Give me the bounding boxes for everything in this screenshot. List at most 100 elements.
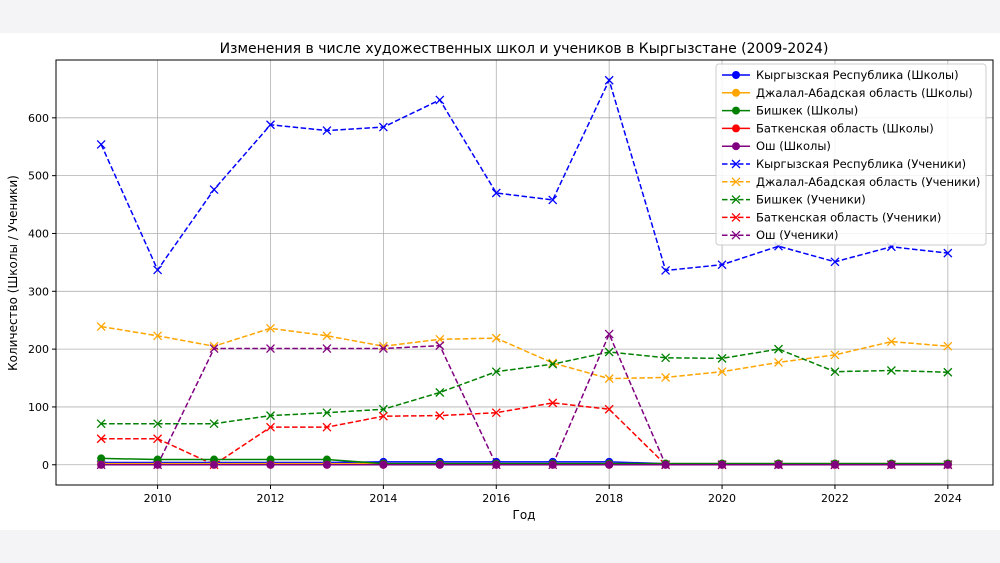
data-point	[491, 333, 501, 343]
legend-item: Джалал-Абадская область (Ученики)	[722, 175, 980, 189]
data-point	[153, 460, 162, 469]
data-point	[97, 454, 106, 463]
x-tick-label: 2020	[708, 492, 736, 505]
line-chart: Изменения в числе художественных школ и …	[6, 41, 994, 522]
chart-title: Изменения в числе художественных школ и …	[220, 41, 829, 57]
legend-item: Ош (Ученики)	[722, 228, 839, 242]
x-tick-label: 2014	[369, 492, 397, 505]
series-5	[96, 75, 953, 275]
data-point	[96, 434, 106, 444]
x-tick-label: 2018	[595, 492, 623, 505]
data-point	[605, 460, 614, 469]
series-line	[101, 457, 948, 465]
data-point	[435, 334, 445, 344]
data-point	[491, 367, 501, 377]
x-tick-label: 2012	[256, 492, 284, 505]
x-tick-label: 2016	[482, 492, 510, 505]
data-point	[322, 422, 332, 432]
y-tick-label: 600	[28, 112, 49, 125]
data-point	[548, 358, 558, 368]
legend-label: Бишкек (Ученики)	[756, 193, 866, 207]
data-point	[732, 71, 740, 79]
y-tick-label: 100	[28, 401, 49, 414]
data-point	[379, 460, 388, 469]
legend-label: Баткенская область (Ученики)	[756, 210, 941, 224]
data-point	[266, 422, 275, 432]
legend-label: Баткенская область (Школы)	[756, 121, 934, 135]
data-point	[209, 185, 219, 194]
legend-label: Ош (Школы)	[756, 139, 831, 153]
data-point	[322, 460, 331, 469]
data-point	[548, 398, 558, 408]
data-point	[830, 257, 840, 267]
data-point	[717, 353, 727, 363]
data-point	[943, 460, 952, 469]
data-point	[210, 460, 219, 469]
legend: Кыргызская Республика (Школы) Джалал-Абад…	[715, 63, 987, 246]
data-point	[717, 367, 727, 377]
legend-item: Ош (Школы)	[722, 139, 831, 153]
y-tick-label: 400	[28, 227, 49, 240]
legend-box	[715, 63, 987, 246]
data-point	[604, 374, 614, 384]
legend-label: Кыргызская Республика (Школы)	[756, 68, 959, 82]
data-point	[661, 372, 671, 382]
data-point	[731, 195, 741, 205]
data-point	[435, 411, 445, 421]
data-point	[774, 344, 783, 354]
legend-item: Кыргызская Республика (Школы)	[722, 68, 959, 82]
y-tick-label: 300	[28, 285, 49, 298]
data-point	[548, 460, 557, 469]
data-point	[322, 408, 332, 418]
data-point	[96, 139, 106, 149]
data-point	[266, 344, 275, 353]
data-point	[661, 353, 671, 363]
data-point	[661, 266, 671, 275]
data-point	[97, 460, 106, 469]
data-point	[943, 248, 953, 258]
data-point	[732, 124, 740, 133]
data-point	[943, 367, 953, 377]
legend-label: Кыргызская Республика (Ученики)	[756, 157, 966, 171]
legend-item: Баткенская область (Ученики)	[722, 210, 941, 224]
series-line	[101, 348, 948, 425]
data-point	[604, 75, 614, 85]
x-tick-label: 2010	[144, 492, 172, 505]
data-point	[732, 142, 740, 151]
data-point	[774, 357, 783, 367]
plot-frame	[55, 59, 994, 486]
series-line	[101, 402, 948, 466]
data-point	[96, 419, 106, 429]
data-point	[435, 341, 445, 351]
legend-label: Джалал-Абадская область (Школы)	[756, 86, 973, 100]
data-point	[322, 126, 332, 136]
data-point	[153, 265, 163, 275]
series-line	[100, 78, 948, 272]
data-point	[378, 404, 388, 414]
data-point	[718, 460, 727, 469]
y-tick-label: 200	[28, 343, 49, 356]
data-point	[153, 331, 163, 341]
data-point	[774, 460, 783, 469]
legend-item: Кыргызская Республика (Ученики)	[722, 157, 966, 171]
data-point	[732, 88, 740, 97]
legend-label: Бишкек (Школы)	[756, 104, 858, 118]
series-7	[96, 344, 953, 429]
data-point	[731, 177, 741, 187]
data-point	[731, 212, 741, 222]
data-point	[378, 411, 388, 421]
data-point	[731, 230, 741, 240]
data-point	[435, 460, 444, 469]
legend-item: Бишкек (Ученики)	[722, 193, 866, 207]
chart-figure: Изменения в числе художественных школ и …	[0, 33, 1000, 530]
data-point	[209, 419, 219, 429]
data-point	[322, 344, 332, 353]
data-point	[378, 122, 388, 132]
data-point	[266, 120, 275, 130]
data-point	[96, 322, 106, 332]
data-point	[886, 337, 896, 347]
legend-label: Ош (Ученики)	[756, 228, 839, 242]
data-point	[943, 341, 953, 351]
series-6	[96, 322, 953, 384]
data-point	[266, 460, 275, 469]
